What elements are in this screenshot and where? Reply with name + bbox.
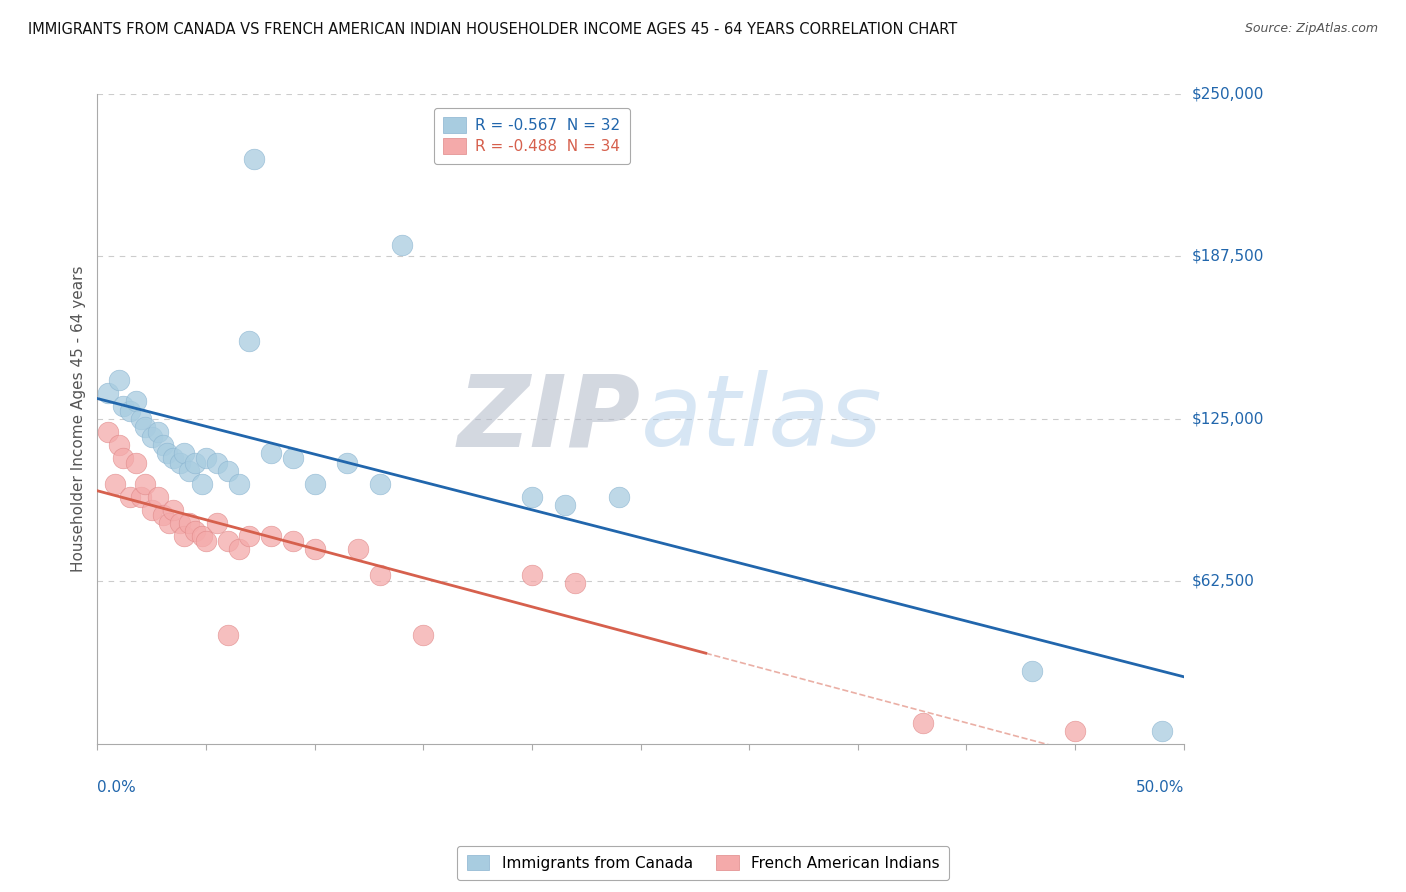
Text: IMMIGRANTS FROM CANADA VS FRENCH AMERICAN INDIAN HOUSEHOLDER INCOME AGES 45 - 64: IMMIGRANTS FROM CANADA VS FRENCH AMERICA… bbox=[28, 22, 957, 37]
Point bbox=[217, 464, 239, 478]
Point bbox=[412, 628, 434, 642]
Text: $62,500: $62,500 bbox=[1192, 574, 1256, 589]
Point bbox=[238, 334, 260, 348]
Point bbox=[173, 446, 195, 460]
Text: atlas: atlas bbox=[641, 370, 882, 467]
Point bbox=[152, 438, 174, 452]
Point bbox=[391, 237, 413, 252]
Text: $187,500: $187,500 bbox=[1192, 249, 1264, 264]
Point bbox=[169, 516, 191, 530]
Point bbox=[304, 477, 326, 491]
Point bbox=[129, 412, 152, 426]
Text: ZIP: ZIP bbox=[457, 370, 641, 467]
Point bbox=[141, 503, 163, 517]
Point bbox=[217, 534, 239, 549]
Point bbox=[336, 456, 359, 470]
Point bbox=[553, 498, 575, 512]
Point bbox=[125, 456, 148, 470]
Point bbox=[104, 477, 127, 491]
Point bbox=[347, 541, 370, 556]
Point bbox=[152, 508, 174, 522]
Point bbox=[134, 477, 156, 491]
Point bbox=[520, 568, 543, 582]
Point bbox=[177, 516, 200, 530]
Text: 50.0%: 50.0% bbox=[1136, 780, 1184, 795]
Point bbox=[190, 477, 212, 491]
Point bbox=[134, 419, 156, 434]
Point bbox=[1150, 723, 1173, 738]
Text: Source: ZipAtlas.com: Source: ZipAtlas.com bbox=[1244, 22, 1378, 36]
Point bbox=[141, 430, 163, 444]
Point bbox=[281, 534, 304, 549]
Point bbox=[368, 568, 391, 582]
Point bbox=[304, 541, 326, 556]
Legend: Immigrants from Canada, French American Indians: Immigrants from Canada, French American … bbox=[457, 846, 949, 880]
Point bbox=[228, 541, 250, 556]
Point bbox=[368, 477, 391, 491]
Point bbox=[177, 464, 200, 478]
Point bbox=[205, 456, 228, 470]
Point bbox=[190, 529, 212, 543]
Point bbox=[911, 716, 934, 731]
Point bbox=[1021, 664, 1043, 678]
Point bbox=[195, 534, 218, 549]
Point bbox=[281, 450, 304, 465]
Point bbox=[1064, 723, 1087, 738]
Point bbox=[260, 446, 283, 460]
Point bbox=[108, 373, 131, 387]
Point bbox=[228, 477, 250, 491]
Point bbox=[162, 503, 184, 517]
Text: 0.0%: 0.0% bbox=[97, 780, 136, 795]
Point bbox=[97, 385, 120, 400]
Point bbox=[112, 399, 135, 413]
Point bbox=[148, 425, 170, 439]
Point bbox=[184, 456, 207, 470]
Point bbox=[238, 529, 260, 543]
Point bbox=[243, 152, 266, 166]
Point bbox=[184, 524, 207, 538]
Point bbox=[607, 490, 630, 504]
Text: $125,000: $125,000 bbox=[1192, 411, 1264, 426]
Point bbox=[157, 516, 180, 530]
Point bbox=[129, 490, 152, 504]
Y-axis label: Householder Income Ages 45 - 64 years: Householder Income Ages 45 - 64 years bbox=[72, 266, 86, 572]
Text: $250,000: $250,000 bbox=[1192, 87, 1264, 102]
Point bbox=[173, 529, 195, 543]
Point bbox=[97, 425, 120, 439]
Point bbox=[108, 438, 131, 452]
Point bbox=[195, 450, 218, 465]
Point bbox=[156, 446, 179, 460]
Point bbox=[520, 490, 543, 504]
Point bbox=[112, 450, 135, 465]
Point bbox=[162, 450, 184, 465]
Point bbox=[125, 393, 148, 408]
Point bbox=[118, 404, 141, 418]
Point bbox=[148, 490, 170, 504]
Point bbox=[169, 456, 191, 470]
Point bbox=[217, 628, 239, 642]
Legend: R = -0.567  N = 32, R = -0.488  N = 34: R = -0.567 N = 32, R = -0.488 N = 34 bbox=[434, 108, 630, 163]
Point bbox=[205, 516, 228, 530]
Point bbox=[564, 575, 586, 590]
Point bbox=[260, 529, 283, 543]
Point bbox=[118, 490, 141, 504]
